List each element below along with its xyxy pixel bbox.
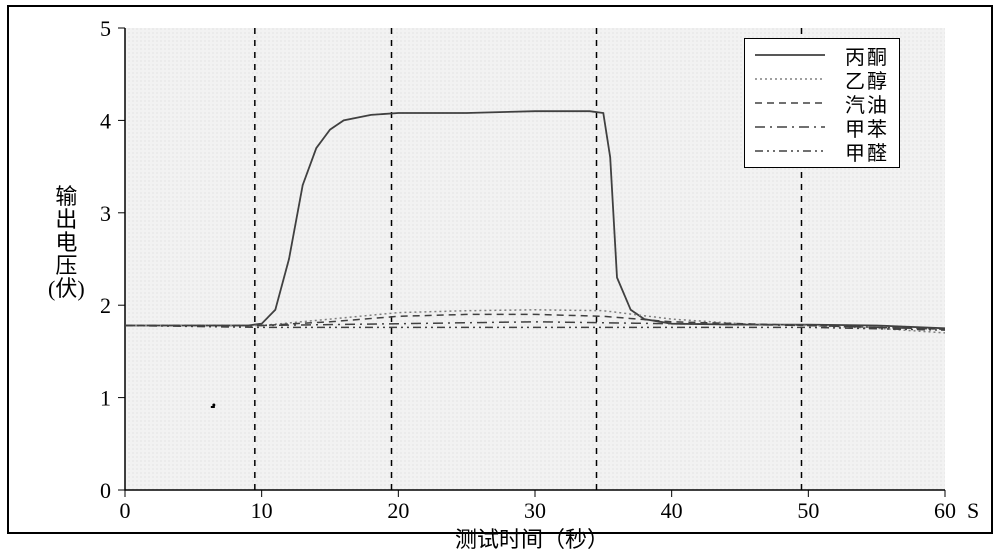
y-axis-label-char: 压 <box>48 254 85 277</box>
legend-item: 乙醇 <box>755 67 889 91</box>
y-tick-label: 2 <box>100 293 111 318</box>
y-axis-label-char: 输 <box>48 185 85 208</box>
legend-item: 甲苯 <box>755 115 889 139</box>
y-axis-label-unit: (伏) <box>48 277 85 300</box>
x-axis-label: 测试时间（秒） <box>455 522 609 554</box>
legend-sample <box>755 67 825 91</box>
y-tick-label: 1 <box>100 386 111 411</box>
x-axis-unit: S <box>967 498 979 524</box>
x-tick-label: 40 <box>661 498 683 523</box>
legend-sample <box>755 139 825 163</box>
legend-item: 甲醛 <box>755 139 889 163</box>
legend-sample <box>755 43 825 67</box>
y-axis-label-char: 电 <box>48 231 85 254</box>
legend: 丙酮乙醇汽油甲苯甲醛 <box>744 38 900 168</box>
y-axis-label: 输出电压(伏) <box>48 185 85 300</box>
x-tick-label: 50 <box>797 498 819 523</box>
y-tick-label: 3 <box>100 201 111 226</box>
legend-item: 汽油 <box>755 91 889 115</box>
legend-label: 甲醛 <box>845 137 889 166</box>
x-tick-label: 20 <box>387 498 409 523</box>
y-axis-label-char: 出 <box>48 208 85 231</box>
legend-sample <box>755 91 825 115</box>
x-tick-label: 10 <box>251 498 273 523</box>
stray-mark-2 <box>211 406 215 408</box>
y-tick-label: 0 <box>100 478 111 503</box>
legend-item: 丙酮 <box>755 43 889 67</box>
y-tick-label: 4 <box>100 108 111 133</box>
y-tick-label: 5 <box>100 16 111 41</box>
x-tick-label: 60 <box>934 498 956 523</box>
x-tick-label: 30 <box>524 498 546 523</box>
x-tick-label: 0 <box>120 498 131 523</box>
legend-sample <box>755 115 825 139</box>
chart-container: 0123450102030405060 输出电压(伏) 测试时间（秒） S 丙酮… <box>0 0 1000 539</box>
